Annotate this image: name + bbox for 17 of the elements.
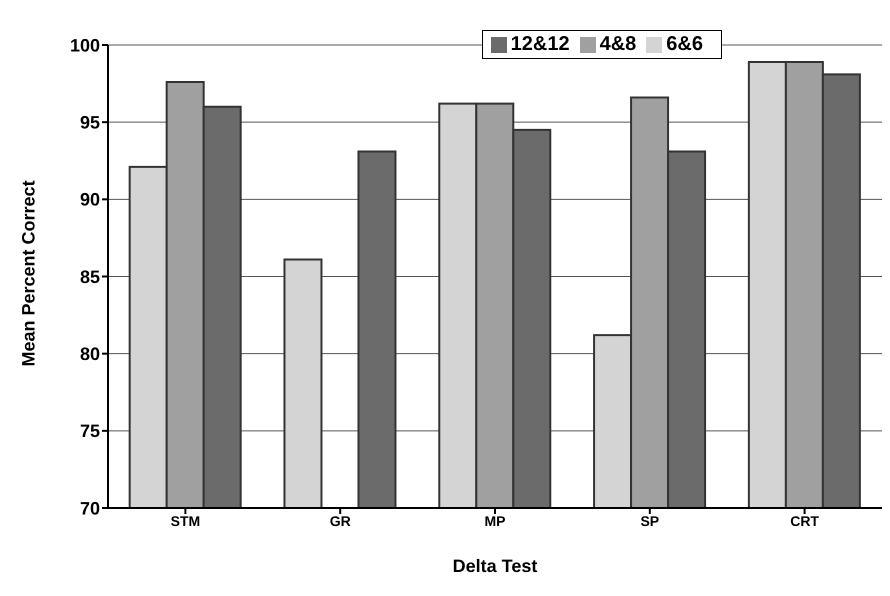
x-axis-title: Delta Test: [452, 556, 538, 576]
y-tick-label: 100: [70, 35, 100, 56]
y-tick-label: 90: [80, 190, 100, 210]
x-tick-label: MP: [484, 512, 506, 529]
legend-label: 4&8: [600, 33, 636, 55]
y-tick-label: 70: [80, 498, 100, 518]
y-tick-label: 75: [80, 421, 100, 442]
x-tick-label: SP: [640, 512, 660, 529]
y-axis-title: Mean Percent Correct: [18, 180, 38, 366]
x-tick-label: CRT: [790, 512, 820, 529]
legend-label: 6&6: [666, 33, 703, 55]
y-tick-label: 95: [80, 112, 100, 133]
y-tick-label: 85: [80, 266, 100, 287]
x-tick-label: GR: [330, 512, 351, 529]
y-tick-label: 80: [80, 344, 100, 364]
legend-label: 12&12: [510, 33, 570, 55]
x-tick-label: STM: [170, 512, 200, 529]
